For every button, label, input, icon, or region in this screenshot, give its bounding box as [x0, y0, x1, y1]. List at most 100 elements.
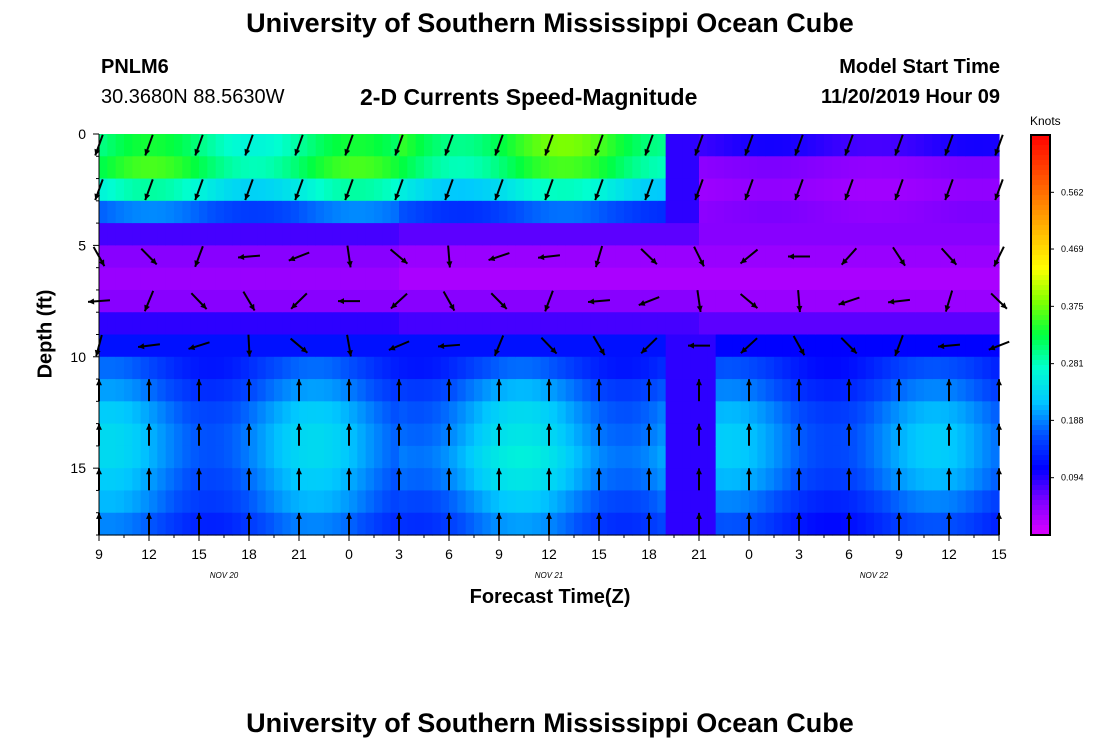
- arrow-head: [644, 148, 651, 156]
- heatmap-cell: [607, 356, 617, 380]
- arrow-head: [588, 298, 595, 305]
- arrow-head: [996, 423, 1002, 430]
- heatmap-cell: [140, 356, 150, 380]
- heatmap-cell: [757, 134, 767, 157]
- heatmap-cell: [807, 312, 817, 336]
- heatmap-cell: [340, 512, 350, 536]
- current-arrow: [796, 423, 802, 446]
- heatmap-cell: [132, 490, 142, 514]
- heatmap-cell: [349, 312, 358, 336]
- heatmap-cell: [340, 379, 350, 402]
- heatmap-cell: [457, 223, 467, 246]
- heatmap-cell: [524, 334, 533, 358]
- heatmap-cell: [890, 245, 900, 269]
- heatmap-cell: [582, 401, 592, 425]
- heatmap-cell: [715, 401, 725, 425]
- heatmap-cell: [590, 134, 600, 157]
- heatmap-cell: [824, 156, 833, 180]
- heatmap-cell: [740, 245, 750, 269]
- heatmap-cell: [565, 289, 575, 313]
- heatmap-cell: [915, 134, 925, 157]
- heatmap-cell: [407, 267, 417, 291]
- heatmap-cell: [490, 200, 500, 224]
- heatmap-cell: [574, 245, 583, 269]
- heatmap-cell: [657, 468, 667, 492]
- heatmap-cell: [449, 423, 458, 447]
- heatmap-cell: [99, 401, 108, 425]
- heatmap-cell: [365, 200, 375, 224]
- heatmap-cell: [790, 156, 800, 180]
- heatmap-cell: [824, 334, 833, 358]
- heatmap-cell: [657, 356, 667, 380]
- heatmap-cell: [907, 356, 917, 380]
- heatmap-cell: [215, 334, 225, 358]
- model-start-value: 11/20/2019 Hour 09: [820, 86, 1000, 108]
- heatmap-cell: [532, 312, 542, 336]
- arrow-head: [946, 468, 952, 475]
- heatmap-cell: [99, 312, 108, 336]
- heatmap-cell: [565, 468, 575, 492]
- heatmap-cell: [182, 134, 192, 157]
- heatmap-cell: [982, 312, 992, 336]
- heatmap-cell: [782, 401, 792, 425]
- heatmap-cell: [824, 490, 833, 514]
- heatmap-cell: [474, 334, 483, 358]
- heatmap-cell: [757, 178, 767, 202]
- heatmap-cell: [915, 223, 925, 246]
- heatmap-cell: [557, 312, 567, 336]
- heatmap-cell: [940, 156, 950, 180]
- heatmap-cell: [249, 356, 258, 380]
- heatmap-cell: [299, 379, 308, 402]
- current-arrow: [496, 379, 502, 402]
- heatmap-cell: [840, 245, 850, 269]
- heatmap-cell: [607, 178, 617, 202]
- current-arrow: [346, 468, 352, 491]
- heatmap-cell: [107, 156, 117, 180]
- heatmap-cell: [915, 512, 925, 536]
- heatmap-cell: [599, 200, 608, 224]
- heatmap-cell: [149, 356, 158, 380]
- y-tick-label: 5: [78, 237, 86, 253]
- current-arrow: [696, 512, 702, 535]
- heatmap-cell: [932, 223, 942, 246]
- heatmap-cell: [415, 267, 425, 291]
- heatmap-cell: [949, 401, 958, 425]
- heatmap-cell: [674, 423, 683, 447]
- heatmap-cell: [574, 445, 583, 469]
- heatmap-cell: [607, 445, 617, 469]
- current-arrow: [396, 379, 402, 402]
- heatmap-cell: [982, 401, 992, 425]
- heatmap-cell: [699, 178, 708, 202]
- arrow-head: [598, 348, 605, 356]
- heatmap-cell: [915, 312, 925, 336]
- heatmap-cell: [282, 312, 292, 336]
- heatmap-cell: [640, 445, 650, 469]
- heatmap-cell: [140, 512, 150, 536]
- heatmap-cell: [574, 223, 583, 246]
- heatmap-cell: [207, 289, 217, 313]
- heatmap-cell: [657, 223, 667, 246]
- heatmap-cell: [124, 312, 133, 336]
- heatmap-cell: [132, 379, 142, 402]
- heatmap-cell: [965, 423, 975, 447]
- current-arrow: [196, 512, 202, 535]
- heatmap-cell: [482, 445, 492, 469]
- heatmap-cell: [232, 490, 242, 514]
- heatmap-cell: [157, 401, 167, 425]
- heatmap-cell: [465, 134, 475, 157]
- heatmap-cell: [874, 512, 883, 536]
- heatmap-cell: [224, 423, 233, 447]
- heatmap-cell: [140, 156, 150, 180]
- heatmap-cell: [757, 267, 767, 291]
- heatmap-cell: [199, 490, 208, 514]
- heatmap-cell: [974, 468, 983, 492]
- heatmap-cell: [124, 401, 133, 425]
- heatmap-cell: [724, 490, 733, 514]
- current-arrow: [146, 512, 152, 535]
- heatmap-cell: [557, 468, 567, 492]
- heatmap-cell: [565, 267, 575, 291]
- current-arrow: [246, 379, 252, 402]
- heatmap-cell: [924, 245, 933, 269]
- arrow-head: [288, 255, 296, 262]
- heatmap-cell: [824, 178, 833, 202]
